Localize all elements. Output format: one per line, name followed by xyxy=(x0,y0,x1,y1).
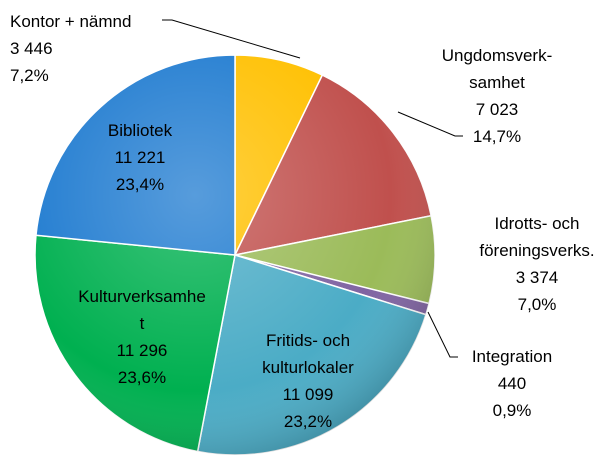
slice-label: Integration 440 0,9% xyxy=(412,343,605,424)
value-label: 11 296 xyxy=(116,341,168,360)
percentage-label: 14,7% xyxy=(472,127,522,146)
slice-label: Kulturverksamhe t 11 296 23,6% xyxy=(42,283,242,391)
percentage-label: 7,2% xyxy=(10,66,49,85)
category-label: Fritids- och kulturlokaler xyxy=(262,331,354,377)
category-label: Idrotts- och föreningsverks. xyxy=(479,214,595,260)
value-label: 11 221 xyxy=(114,148,166,167)
slice-label: Fritids- och kulturlokaler 11 099 23,2% xyxy=(208,327,408,435)
percentage-label: 7,0% xyxy=(517,295,557,314)
slice-label: Kontor + nämnd 3 446 7,2% xyxy=(10,8,131,89)
value-label: 3 374 xyxy=(515,268,559,287)
slice-label: Idrotts- och föreningsverks. 3 374 7,0% xyxy=(437,210,605,318)
category-label: Kontor + nämnd xyxy=(10,12,132,31)
percentage-label: 23,2% xyxy=(283,412,333,431)
value-label: 440 xyxy=(497,374,527,393)
slice-label: Bibliotek 11 221 23,4% xyxy=(40,117,240,198)
leader-line xyxy=(397,111,463,137)
value-label: 3 446 xyxy=(10,39,53,58)
leader-line xyxy=(162,19,301,59)
leader-line xyxy=(427,311,458,358)
slice-label: Ungdomsverk- samhet 7 023 14,7% xyxy=(397,42,597,150)
percentage-label: 0,9% xyxy=(492,401,532,420)
category-label: Kulturverksamhe t xyxy=(78,287,206,333)
category-label: Integration xyxy=(471,347,553,366)
value-label: 11 099 xyxy=(282,385,334,404)
category-label: Bibliotek xyxy=(107,121,173,140)
value-label: 7 023 xyxy=(475,100,519,119)
percentage-label: 23,6% xyxy=(117,368,167,387)
category-label: Ungdomsverk- samhet xyxy=(441,46,553,92)
percentage-label: 23,4% xyxy=(115,175,165,194)
